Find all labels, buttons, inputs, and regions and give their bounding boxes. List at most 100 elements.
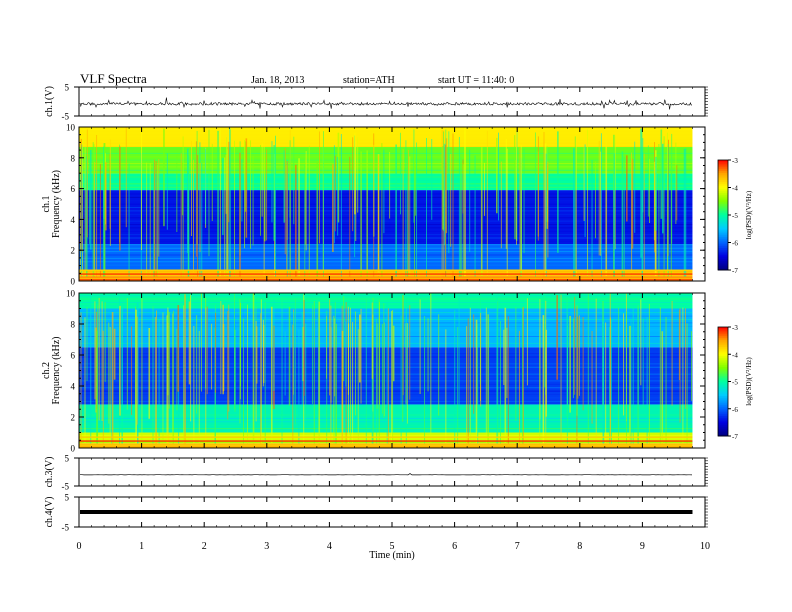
ch1-spec-colorbar-step — [718, 213, 728, 216]
ch1-spec-colorbar-step — [718, 262, 728, 265]
ch1-spec-colorbar-step — [718, 251, 728, 254]
ch1-spec-colorbar-step — [718, 242, 728, 245]
ch2-spec-band-5 — [79, 293, 693, 309]
ch2-spec-colorbar-step — [718, 388, 728, 392]
ch1-spec-colorbar-tick-label: -7 — [732, 267, 738, 275]
ch2-spec-colorbar-step — [718, 357, 728, 361]
ch1-spec-colorbar-step — [718, 189, 728, 192]
ch2-spec-colorbar-step — [718, 366, 728, 370]
ch2-spec-colorbar-step — [718, 405, 728, 408]
ch1-spec-colorbar-step — [718, 218, 728, 221]
ch1-spec-band-1 — [79, 270, 693, 277]
ch1-spec-colorbar-step — [718, 172, 728, 176]
ch3-wave-ytick-label: 5 — [65, 454, 70, 464]
ch1-spec-colorbar-step — [718, 266, 728, 269]
ch1-spec-colorbar-step — [718, 246, 728, 249]
ch1-spec-colorbar-step — [718, 248, 728, 251]
ch2-spec-colorbar-step — [718, 341, 728, 344]
ch1-spec-colorbar-step — [718, 182, 728, 185]
ch1-spec-colorbar-step — [718, 204, 728, 207]
xtick-label: 7 — [515, 541, 520, 552]
station-label: station=ATH — [343, 75, 395, 86]
ch2-spec-colorbar-step — [718, 339, 728, 343]
ch2-spec-colorbar-step — [718, 377, 728, 381]
ch1-spec-colorbar-step — [718, 227, 728, 231]
spectrogram-layer — [79, 127, 728, 448]
ch2-spec-colorbar-step — [718, 401, 728, 404]
ch2-spec-colorbar-step — [718, 385, 728, 388]
ch2-spec-colorbar-step — [718, 421, 728, 424]
ch1-spec-ytick-label: 8 — [71, 153, 76, 163]
ch2-spec-ytick-label: 4 — [71, 382, 76, 392]
ch1-spec-ytick-label: 10 — [66, 123, 76, 133]
ch2-spec-colorbar-step — [718, 352, 728, 355]
ch2-spec-colorbar-step — [718, 368, 728, 372]
ch2-spec-colorbar-step — [718, 390, 728, 393]
ch1-spec-colorbar-step — [718, 268, 728, 271]
ch2-spec-colorbar-step — [718, 426, 728, 430]
ch2-spec-ytick-label: 10 — [66, 289, 76, 299]
ch2-spec-colorbar-step — [718, 381, 728, 384]
ch1-wave-ytick-label: 5 — [65, 83, 70, 93]
xtick-label: 2 — [202, 541, 207, 552]
ch1-spec-colorbar-step — [718, 196, 728, 199]
ch2-spec-colorbar-step — [718, 330, 728, 333]
ch2-spec-colorbar-step — [718, 334, 728, 337]
ch1-spec-colorbar-step — [718, 209, 728, 212]
ch2-spec-colorbar-step — [718, 328, 728, 332]
ch2-spec-colorbar-tick-label: -4 — [732, 351, 738, 359]
ch1-wave-ylabel: ch.1(V) — [44, 86, 55, 117]
ch1-spec-colorbar-step — [718, 215, 728, 218]
ch1-spec-colorbar-step — [718, 165, 728, 168]
axes-layer — [74, 86, 731, 528]
ch2-spec-ytick-label: 8 — [71, 320, 76, 330]
ch2-spec-colorbar-step — [718, 419, 728, 422]
ch1-spec-colorbar-step — [718, 238, 728, 242]
figure-title: VLF Spectra — [80, 71, 147, 86]
ch1-spec-colorbar-step — [718, 257, 728, 260]
ch1-spec-colorbar-step — [718, 260, 728, 264]
ch1-spec-ytick-label: 0 — [71, 277, 76, 287]
ch1-spec-colorbar-tick-label: -3 — [732, 157, 738, 165]
ch2-spec-channel-label: ch.2 — [41, 362, 52, 379]
ch2-spec-colorbar-step — [718, 417, 728, 421]
ch1-spec-colorbar-step — [718, 229, 728, 232]
ch3-wave-ylabel: ch.3(V) — [44, 457, 55, 488]
ch1-spec-colorbar-tick-label: -5 — [732, 212, 738, 220]
ch1-spec-ylabel: Frequency (kHz) — [51, 170, 62, 238]
ch1-wave-ytick-label: -5 — [62, 112, 70, 122]
ch1-spec-colorbar-tick-label: -6 — [732, 240, 738, 248]
ch1-spec-colorbar-step — [718, 161, 728, 165]
ch2-spec-colorbar-step — [718, 408, 728, 412]
xtick-label: 6 — [452, 541, 457, 552]
xtick-label: 9 — [640, 541, 645, 552]
ch2-spec-colorbar-step — [718, 348, 728, 352]
ch2-spec-band-3 — [79, 347, 693, 405]
ch2-spec-colorbar-step — [718, 383, 728, 386]
ch2-spec-colorbar-step — [718, 343, 728, 346]
ch1-spec-colorbar-step — [718, 240, 728, 243]
ch1-spec-colorbar-step — [718, 237, 728, 240]
ch1-spec-colorbar-step — [718, 226, 728, 229]
ch2-spec-colorbar-step — [718, 410, 728, 413]
ch2-spec-colorbar-step — [718, 432, 728, 435]
ch2-spec-colorbar-step — [718, 376, 728, 379]
ch1-spec-colorbar-step — [718, 264, 728, 267]
ch1-spec-colorbar-step — [718, 216, 728, 220]
ch2-spec-colorbar-step — [718, 406, 728, 410]
ch1-spec-colorbar-step — [718, 167, 728, 170]
xtick-label: 3 — [264, 541, 269, 552]
start-time-label: start UT = 11:40: 0 — [438, 75, 515, 86]
ch1-spec-colorbar-step — [718, 224, 728, 227]
ch1-spec-colorbar-step — [718, 244, 728, 247]
ch2-spec-colorbar-tick-label: -5 — [732, 379, 738, 387]
ch2-spec-colorbar-step — [718, 350, 728, 353]
ch1-spec-band-6 — [79, 127, 693, 148]
ch2-spec-colorbar-step — [718, 363, 728, 366]
ch2-spec-colorbar-step — [718, 332, 728, 335]
ch1-spec-colorbar-step — [718, 163, 728, 166]
waveform-layer — [79, 97, 693, 514]
ch2-spec-colorbar-step — [718, 386, 728, 390]
ch1-spec-channel-label: ch.1 — [41, 196, 52, 213]
